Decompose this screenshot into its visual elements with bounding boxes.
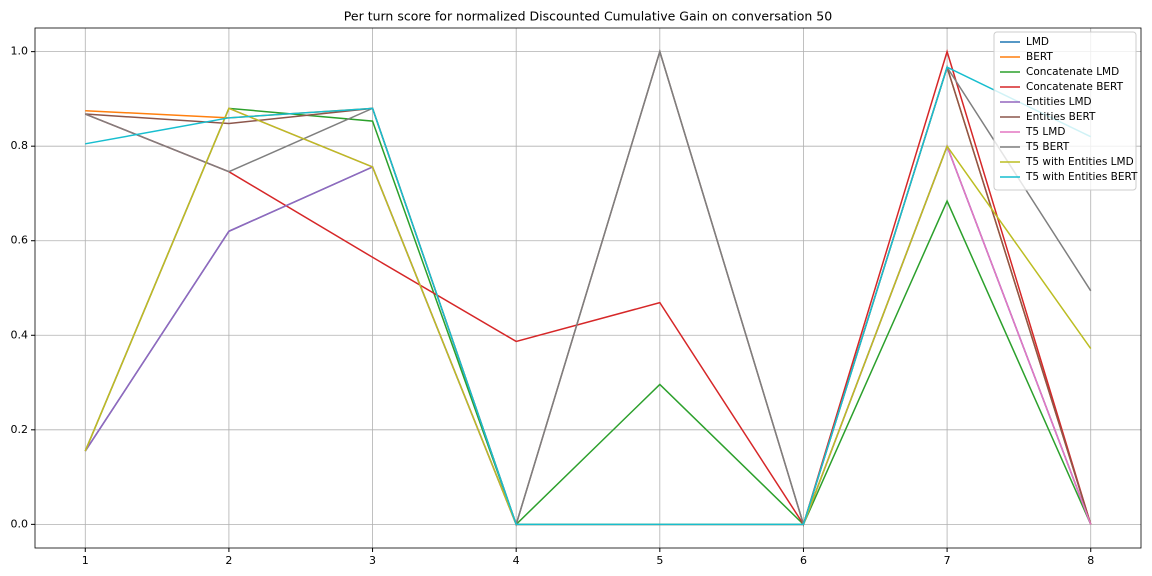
series-line — [85, 66, 1092, 526]
legend: LMD BERT Concatenate LMD Concatenate BERT En… — [993, 31, 1138, 191]
y-tick-label: 0.4 — [11, 328, 29, 341]
y-tick-label: 0.0 — [11, 517, 29, 530]
legend-label: Concatenate LMD — [1026, 66, 1119, 78]
legend-label: Concatenate BERT — [1026, 81, 1124, 93]
x-tick-label: 5 — [656, 554, 663, 567]
x-tick-label: 3 — [369, 554, 376, 567]
plot-frame — [34, 27, 1142, 549]
legend-label: Entities LMD — [1026, 96, 1092, 108]
y-tick-label: 0.2 — [11, 423, 29, 436]
legend-box — [993, 31, 1137, 191]
legend-label: Entities BERT — [1026, 111, 1096, 123]
y-tick-label: 0.8 — [11, 139, 29, 152]
x-tick-label: 8 — [1087, 554, 1094, 567]
y-tick-label: 1.0 — [11, 45, 29, 58]
legend-label: T5 with Entities LMD — [1025, 156, 1134, 168]
series-line — [84, 49, 1092, 527]
x-tick-label: 7 — [944, 554, 951, 567]
legend-label: T5 with Entities BERT — [1025, 171, 1138, 183]
legend-label: BERT — [1026, 51, 1053, 63]
x-tick-label: 2 — [225, 554, 232, 567]
legend-label: T5 LMD — [1025, 126, 1065, 138]
chart-title: Per turn score for normalized Discounted… — [344, 9, 832, 24]
y-tick-label: 0.6 — [11, 234, 29, 247]
legend-label: T5 BERT — [1025, 141, 1070, 153]
x-tick-label: 6 — [800, 554, 807, 567]
series-line — [84, 107, 1092, 526]
x-tick-label: 4 — [513, 554, 520, 567]
x-tick-label: 1 — [82, 554, 89, 567]
legend-label: LMD — [1026, 36, 1049, 48]
